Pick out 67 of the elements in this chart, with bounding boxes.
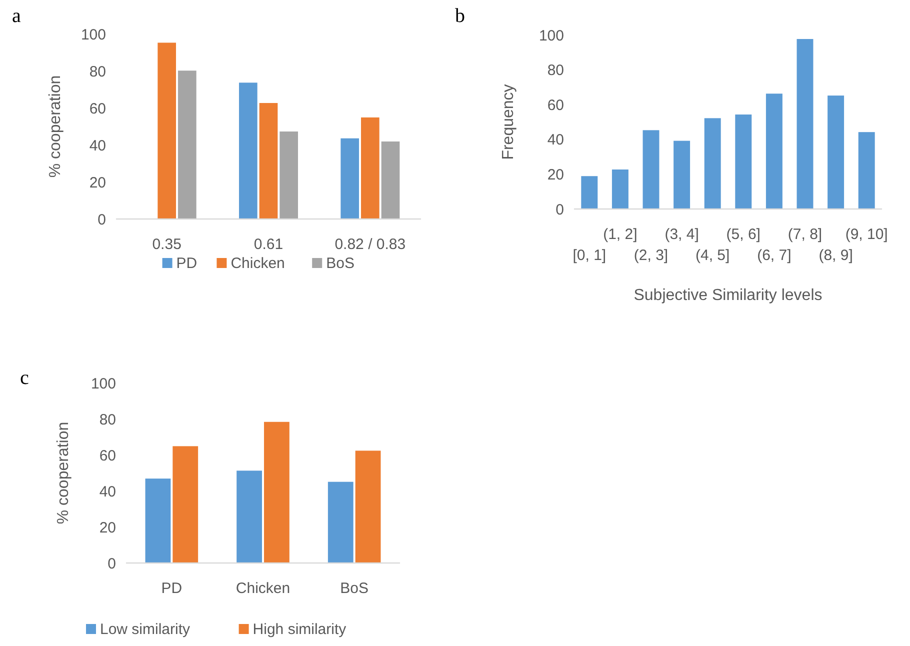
bar <box>581 176 598 209</box>
legend-label: High similarity <box>252 621 347 638</box>
y-tick-label: 0 <box>108 555 116 572</box>
bar <box>828 96 844 209</box>
y-axis-title: % cooperation <box>47 75 64 178</box>
x-tick-label: (6, 7] <box>757 247 792 264</box>
bar <box>796 39 814 209</box>
x-tick-label: (4, 5] <box>696 247 730 264</box>
bar <box>766 94 782 209</box>
bar <box>361 117 380 219</box>
y-tick-label: 100 <box>90 375 116 392</box>
bar <box>172 446 198 563</box>
y-tick-label: 100 <box>538 27 564 44</box>
bar <box>328 482 354 563</box>
bar <box>340 138 359 219</box>
x-tick-label: 0.61 <box>254 236 284 253</box>
bar <box>612 170 628 209</box>
y-axis-title: Frequency <box>500 84 517 160</box>
bar <box>355 450 381 563</box>
x-tick-label: (8, 9] <box>818 247 853 264</box>
bar <box>381 141 400 219</box>
y-tick-label: 40 <box>89 137 106 154</box>
y-tick-label: 20 <box>89 174 106 192</box>
y-tick-label: 20 <box>547 166 564 184</box>
bar <box>158 42 176 219</box>
y-tick-label: 40 <box>547 132 564 149</box>
bar <box>674 140 690 209</box>
x-tick-label: (9, 10] <box>845 226 888 243</box>
x-tick-label: [0, 1] <box>572 247 606 264</box>
x-tick-label: (5, 6] <box>726 226 760 243</box>
bar <box>858 132 875 209</box>
bar <box>236 470 262 563</box>
legend-label: Low similarity <box>100 621 191 638</box>
y-tick-label: 100 <box>80 26 106 44</box>
x-tick-label: BoS <box>340 580 369 597</box>
bar <box>259 103 278 219</box>
y-tick-label: 60 <box>99 447 116 464</box>
x-tick-label: (1, 2] <box>603 226 638 243</box>
y-tick-label: 0 <box>98 211 106 228</box>
bar <box>704 118 721 209</box>
y-tick-label: 80 <box>547 62 564 80</box>
bar <box>239 82 258 219</box>
y-axis-title: % cooperation <box>55 422 72 524</box>
x-tick-label: (3, 4] <box>664 226 699 243</box>
bar <box>178 70 196 219</box>
x-tick-label: (7, 8] <box>788 226 822 243</box>
y-tick-label: 60 <box>89 100 106 118</box>
bar <box>264 422 290 563</box>
x-tick-label: 0.35 <box>152 236 182 253</box>
chart-title: a <box>12 5 21 27</box>
x-tick-label: 0.82 / 0.83 <box>334 236 406 253</box>
y-tick-label: 20 <box>99 519 116 536</box>
bar <box>280 131 298 219</box>
x-tick-label: Chicken <box>236 580 290 597</box>
chart-title: c <box>20 367 29 389</box>
x-tick-label: PD <box>161 580 182 597</box>
y-tick-label: 40 <box>99 483 116 500</box>
y-tick-label: 80 <box>89 63 106 80</box>
bar <box>642 130 660 209</box>
y-tick-label: 60 <box>547 96 564 114</box>
x-axis-title: Subjective Similarity levels <box>634 287 822 304</box>
bar <box>145 478 171 563</box>
y-tick-label: 0 <box>556 201 564 218</box>
x-tick-label: (2, 3] <box>634 247 668 264</box>
y-tick-label: 80 <box>99 411 116 428</box>
chart-title: b <box>455 5 465 27</box>
bar <box>735 114 752 209</box>
